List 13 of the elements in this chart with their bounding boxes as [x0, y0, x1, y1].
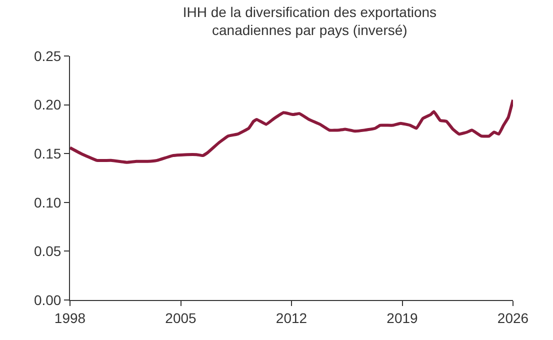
- y-tick-label: 0.10: [34, 194, 62, 210]
- x-tick-label: 2005: [165, 310, 197, 326]
- y-tick-label: 0.20: [34, 96, 62, 113]
- chart-title: IHH de la diversification des exportations canadiennes par pays (inversé): [182, 4, 437, 38]
- y-tick-label: 0.15: [34, 146, 62, 162]
- y-tick-label: 0.05: [34, 243, 62, 260]
- line-series: [70, 98, 513, 164]
- y-tick-label: 0.00: [34, 292, 62, 308]
- x-tick-label: 2019: [386, 310, 418, 326]
- x-tick-label: 1998: [54, 310, 86, 326]
- y-tick-label: 0.25: [34, 48, 62, 64]
- x-tick-label: 2026: [497, 310, 529, 326]
- x-tick-label: 2012: [276, 310, 308, 326]
